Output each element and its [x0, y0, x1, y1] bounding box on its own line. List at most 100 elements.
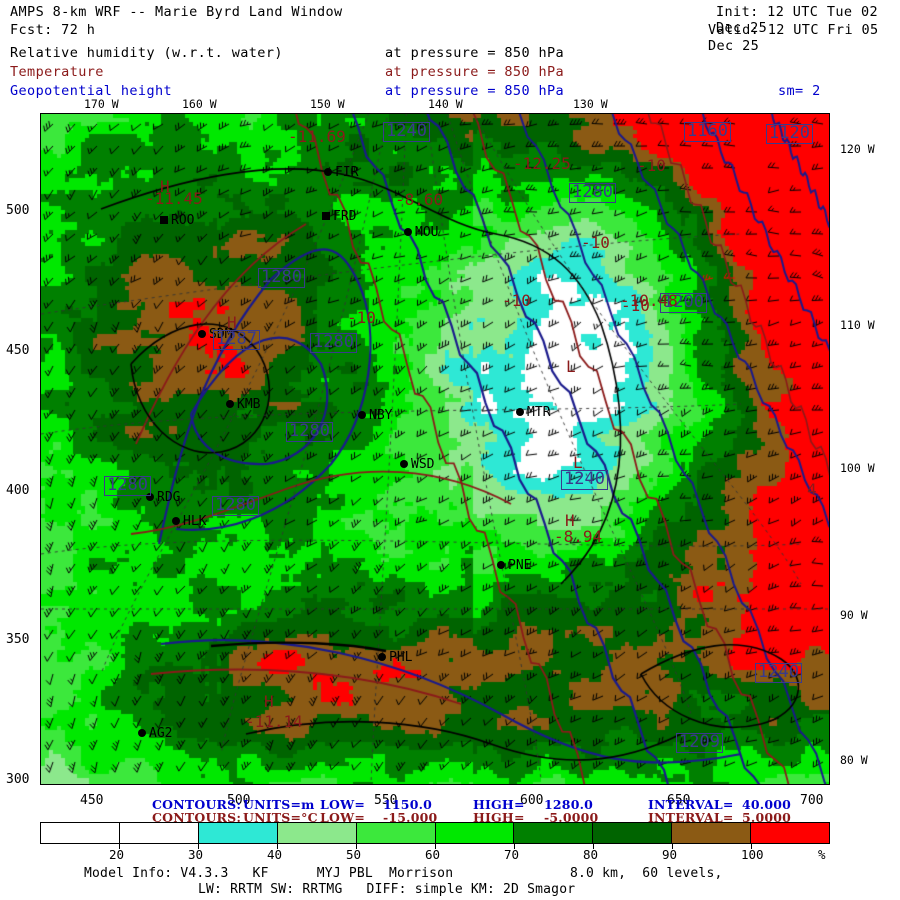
lon-top-0: 170 W: [84, 97, 119, 111]
colorbar[interactable]: [40, 822, 830, 844]
x-tick-550: 550: [374, 793, 398, 808]
temperature-label: -11.45: [145, 189, 203, 208]
temperature-label: H: [227, 313, 237, 332]
temp-contour-low-label: LOW=: [320, 810, 365, 825]
temperature-label: -8.94: [554, 527, 603, 546]
colorbar-tick-90: 90: [662, 847, 678, 862]
x-tick-450: 450: [80, 793, 104, 808]
temperature-label: 4: [807, 480, 817, 499]
temperature-label: -11.14: [245, 712, 303, 731]
temperature-label: -10: [621, 296, 650, 315]
colorbar-cell-2: [198, 823, 278, 843]
lon-right-2: 100 W: [840, 461, 875, 475]
smoothing-label: sm= 2: [778, 83, 821, 99]
colorbar-tick-60: 60: [425, 847, 441, 862]
gph-contour-label: 1287: [213, 330, 260, 350]
gph-contour-label: 1240: [755, 663, 802, 683]
lon-top-3: 140 W: [428, 97, 463, 111]
station-label: MOU: [415, 225, 439, 240]
header-init: Init: 12 UTC Tue 02 Dec 25: [716, 4, 879, 36]
colorbar-tick-50: 50: [346, 847, 362, 862]
station-label: FIR: [335, 165, 359, 180]
gph-contour-label: 1240: [561, 470, 608, 490]
colorbar-cell-0: [41, 823, 120, 843]
station-label: RDG: [157, 490, 181, 505]
header-valid: Valid: 12 UTC Fri 05 Dec 25: [708, 22, 879, 54]
field-rh-label: Relative humidity (w.r.t. water): [10, 45, 283, 61]
colorbar-tickmark-90: [672, 844, 673, 849]
gph-contour-interval-value: 40.000: [742, 797, 792, 812]
header-block: AMPS 8-km WRF -- Marie Byrd Land Window …: [0, 0, 900, 110]
gph-contour-label: 1280: [286, 422, 333, 442]
model-info-line2: LW: RRTM SW: RRTMG DIFF: simple KM: 2D S…: [198, 882, 576, 897]
field-rh-pressure: at pressure = 850 hPa: [385, 45, 565, 61]
colorbar-cell-9: [751, 823, 830, 843]
station-label: AG2: [149, 726, 173, 741]
temperature-label: H: [264, 692, 274, 711]
colorbar-cell-4: [356, 823, 436, 843]
colorbar-tick-40: 40: [267, 847, 283, 862]
colorbar-tickmark-100: [751, 844, 752, 849]
colorbar-cell-5: [435, 823, 515, 843]
colorbar-tick-70: 70: [504, 847, 520, 862]
colorbar-unit: %: [818, 847, 826, 862]
lon-top-1: 160 W: [182, 97, 217, 111]
weather-map-canvas: [41, 114, 829, 784]
temp-contour-info-label: CONTOURS:: [152, 810, 242, 825]
temp-contour-units: UNITS=°C: [243, 810, 318, 825]
station-marker-icon: [378, 653, 386, 661]
model-info-line1: Model Info: V4.3.3 KF MYJ PBL Morrison: [84, 866, 454, 881]
x-tick-500: 500: [227, 793, 251, 808]
field-temp-pressure: at pressure = 850 hPa: [385, 64, 565, 80]
colorbar-tick-20: 20: [109, 847, 125, 862]
temp-contour-low-value: -15.000: [383, 810, 438, 825]
station-marker-icon: [146, 493, 154, 501]
gph-contour-interval-label: INTERVAL=: [648, 797, 734, 812]
station-marker-icon: [358, 411, 366, 419]
y-tick-350: 350: [6, 632, 30, 647]
lon-top-2: 150 W: [310, 97, 345, 111]
y-tick-300: 300: [6, 772, 30, 787]
temperature-label: -12.25: [513, 154, 571, 173]
gph-contour-label: 1280: [310, 333, 357, 353]
gph-contour-info-label: CONTOURS:: [152, 797, 242, 812]
colorbar-cell-1: [119, 823, 199, 843]
gph-contour-label: 1160: [684, 122, 731, 142]
colorbar-cell-3: [277, 823, 357, 843]
colorbar-tickmark-50: [356, 844, 357, 849]
colorbar-cell-6: [514, 823, 594, 843]
station-label: KMB: [237, 397, 261, 412]
gph-contour-label: 1280: [104, 476, 151, 496]
header-fcst: Fcst: 72 h: [10, 22, 96, 38]
colorbar-tick-80: 80: [583, 847, 599, 862]
temperature-label: L: [566, 357, 576, 376]
temperature-label: -11.69: [288, 127, 346, 146]
gph-contour-low-value: 1150.0: [383, 797, 433, 812]
station-label: WSD: [411, 457, 435, 472]
lon-right-3: 90 W: [840, 608, 868, 622]
gph-contour-label: 1280: [212, 496, 259, 516]
map-plot-area[interactable]: ROO FIR FRD MOU SDM KMB NBY MTR WSD RDG HLK PNE PHL A…: [40, 113, 830, 785]
model-info-resolution: 8.0 km, 60 levels,: [570, 866, 723, 881]
temperature-label: L: [573, 453, 583, 472]
station-marker-icon: [516, 408, 524, 416]
gph-contour-label: 1240: [383, 122, 430, 142]
temperature-label: -8.60: [395, 190, 444, 209]
gph-contour-high-value: 1280.0: [544, 797, 594, 812]
colorbar-tick-30: 30: [188, 847, 204, 862]
station-marker-icon: [160, 216, 168, 224]
lon-right-0: 120 W: [840, 142, 875, 156]
station-label: PNE: [508, 558, 532, 573]
gph-contour-label: 1120: [766, 124, 813, 144]
gph-contour-label: 1280: [258, 268, 305, 288]
gph-contour-high-label: HIGH=: [473, 797, 525, 812]
temperature-label: -10: [581, 233, 610, 252]
station-marker-icon: [172, 517, 180, 525]
colorbar-tickmark-60: [435, 844, 436, 849]
y-tick-450: 450: [6, 343, 30, 358]
station-marker-icon: [400, 460, 408, 468]
station-marker-icon: [324, 168, 332, 176]
station-marker-icon: [322, 212, 330, 220]
station-marker-icon: [138, 729, 146, 737]
temp-contour-interval-value: 5.0000: [742, 810, 792, 825]
